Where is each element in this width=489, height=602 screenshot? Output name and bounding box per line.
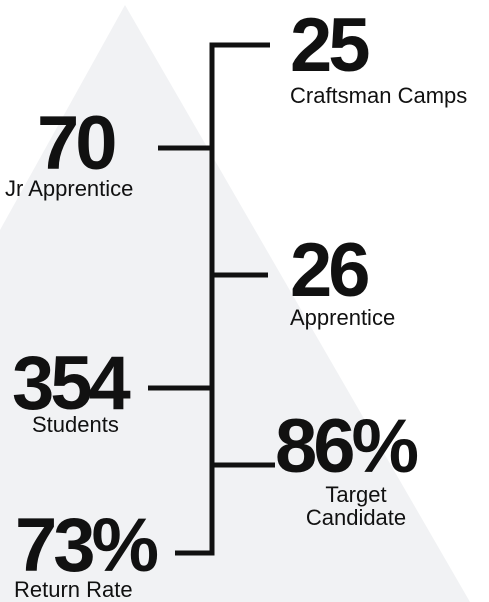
stat-label: Students xyxy=(32,412,119,437)
stat-label: Jr Apprentice xyxy=(5,176,134,201)
tree-lines xyxy=(148,42,275,556)
stat-value: 354 xyxy=(12,341,131,426)
stat-value: 26 xyxy=(290,228,371,313)
stat-value: 73% xyxy=(15,503,159,588)
stat-label: Target Candidate xyxy=(305,482,407,530)
stat-label: Craftsman Camps xyxy=(290,83,468,108)
stat-value: 70 xyxy=(37,101,118,186)
stat-label: Apprentice xyxy=(290,305,396,330)
stat-value: 86% xyxy=(275,404,419,489)
stat-label: Return Rate xyxy=(14,577,133,602)
background-triangle xyxy=(0,5,470,602)
stat-value: 25 xyxy=(290,3,371,88)
trunk xyxy=(175,42,270,556)
